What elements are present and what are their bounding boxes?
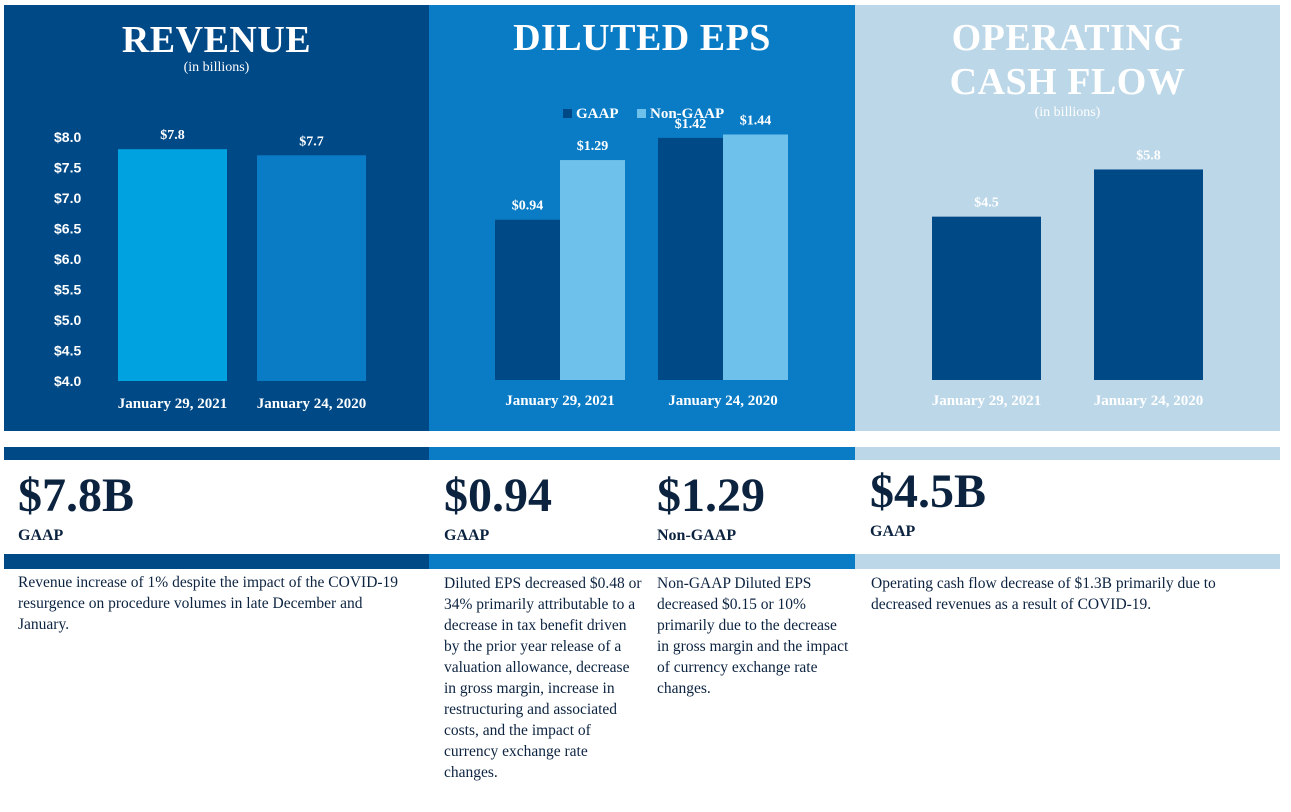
ocf-kpi-label: GAAP <box>870 523 916 540</box>
y-tick-label: $4.0 <box>54 373 81 389</box>
eps-gaap-kpi-label: GAAP <box>444 527 490 544</box>
ocf-subtitle: (in billions) <box>1034 105 1101 120</box>
revenue-top-stripe <box>4 447 429 460</box>
ocf-panel: OPERATING CASH FLOW (in billions) $4.5 Ja… <box>855 5 1280 431</box>
ocf-bottom-stripe <box>855 554 1280 569</box>
eps-category-label: January 29, 2021 <box>505 393 615 409</box>
y-tick-label: $6.0 <box>54 251 81 267</box>
revenue-bottom-stripe <box>4 554 429 569</box>
revenue-value-label: $7.7 <box>299 134 324 149</box>
revenue-category-label: January 29, 2021 <box>118 396 228 412</box>
y-tick-label: $5.0 <box>54 312 81 328</box>
eps-nongaap-description: Non-GAAP Diluted EPS decreased $0.15 or … <box>657 575 849 697</box>
ocf-chart: $4.5 January 29, 2021 $5.8 January 24, 2020 <box>932 148 1204 409</box>
eps-top-stripe <box>429 447 855 460</box>
eps-value-label: $1.29 <box>577 139 609 154</box>
ocf-title-line1: OPERATING <box>951 17 1184 59</box>
ocf-title-line2: CASH FLOW <box>949 61 1186 103</box>
revenue-kpi-label: GAAP <box>18 527 64 544</box>
ocf-description: Operating cash flow decrease of $1.3B pr… <box>871 575 1216 613</box>
legend-swatch-non-gaap <box>637 109 646 118</box>
ocf-value-label: $5.8 <box>1136 148 1161 163</box>
y-tick-label: $5.5 <box>54 282 81 298</box>
eps-title: DILUTED EPS <box>513 17 771 59</box>
eps-gaap-description: Diluted EPS decreased $0.48 or 34% prima… <box>444 575 642 781</box>
legend-label-non-gaap: Non-GAAP <box>650 106 724 122</box>
eps-bottom-stripe <box>429 554 855 569</box>
eps-nongaap-kpi-label: Non-GAAP <box>657 527 737 544</box>
revenue-kpi-value: $7.8B <box>18 469 135 522</box>
eps-category-label: January 24, 2020 <box>668 393 778 409</box>
eps-nongaap-kpi-value: $1.29 <box>657 469 765 522</box>
ocf-top-stripe <box>855 447 1280 460</box>
revenue-value-label: $7.8 <box>160 128 185 143</box>
eps-bar-gaap-2 <box>658 137 723 380</box>
y-tick-label: $7.5 <box>54 160 81 176</box>
eps-bar-non-gaap-2 <box>723 134 788 380</box>
revenue-chart: $8.0 $7.5 $7.0 $6.5 $6.0 $5.5 $5.0 $4.5 $4.0 $7.8… <box>54 128 367 412</box>
y-tick-label: $4.5 <box>54 343 81 359</box>
y-tick-label: $8.0 <box>54 129 81 145</box>
eps-chart: GAAP Non-GAAP $0.94 $1.29 January 29, 2021 $1… <box>495 106 788 409</box>
y-tick-label: $6.5 <box>54 221 81 237</box>
eps-bar-non-gaap-1 <box>560 160 625 380</box>
eps-value-label: $1.42 <box>675 117 707 132</box>
revenue-bar-1 <box>118 149 227 381</box>
revenue-title: REVENUE <box>121 19 312 61</box>
ocf-bar-1 <box>932 216 1041 380</box>
eps-value-label: $0.94 <box>512 199 544 214</box>
revenue-bar-2 <box>257 155 366 381</box>
ocf-category-label: January 24, 2020 <box>1094 393 1204 409</box>
ocf-kpi-value: $4.5B <box>870 465 987 518</box>
revenue-panel: REVENUE (in billions) $8.0 $7.5 $7.0 $6.5 $6… <box>4 5 429 431</box>
eps-bar-gaap-1 <box>495 219 560 380</box>
revenue-subtitle: (in billions) <box>183 60 250 75</box>
revenue-category-label: January 24, 2020 <box>257 396 367 412</box>
ocf-category-label: January 29, 2021 <box>932 393 1042 409</box>
ocf-bar-2 <box>1094 169 1203 380</box>
eps-value-label: $1.44 <box>740 113 772 128</box>
legend-label-gaap: GAAP <box>576 106 619 122</box>
eps-gaap-kpi-value: $0.94 <box>444 469 552 522</box>
y-tick-label: $7.0 <box>54 190 81 206</box>
revenue-description: Revenue increase of 1% despite the impac… <box>18 574 399 633</box>
legend-swatch-gaap <box>563 109 572 118</box>
eps-panel: DILUTED EPS GAAP Non-GAAP $0.94 $1.29 Januar… <box>429 5 855 431</box>
ocf-value-label: $4.5 <box>974 196 999 211</box>
